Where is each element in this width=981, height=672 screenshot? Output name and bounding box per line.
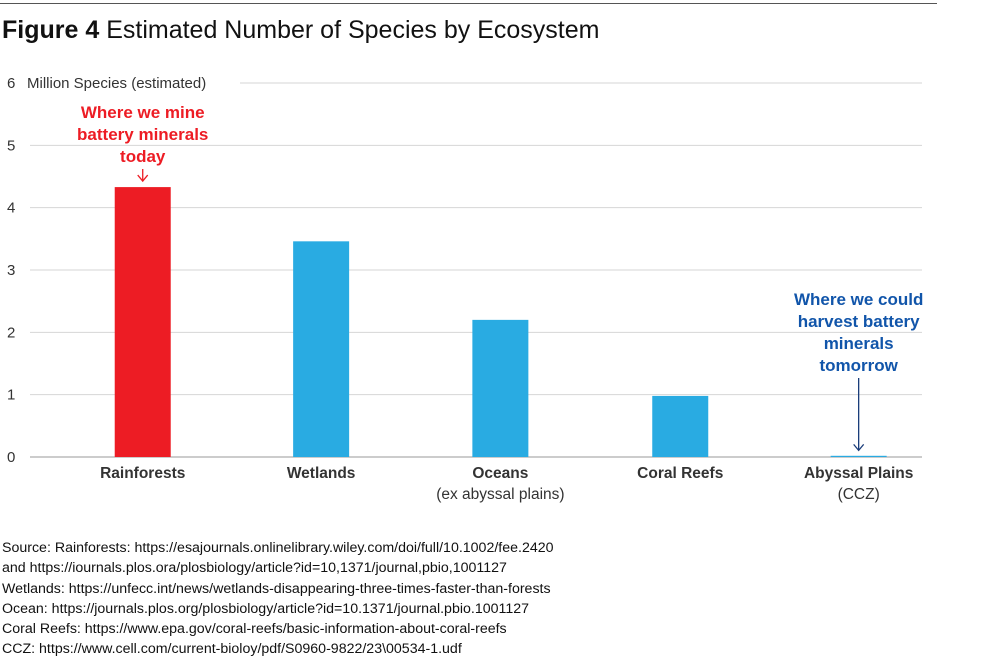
y-tick-label: 6 (7, 75, 15, 92)
x-tick-label: Rainforests (100, 465, 185, 482)
x-tick-label: Coral Reefs (637, 465, 723, 482)
annotation-text: harvest battery (798, 312, 920, 331)
y-tick-label: 3 (7, 262, 15, 279)
figure-label: Figure 4 (2, 16, 100, 44)
source-line: Wetlands: https://unfecc.int/news/wetlan… (2, 580, 551, 597)
y-tick-label: 4 (7, 200, 15, 217)
annotation-text: today (120, 147, 166, 166)
annotation-text: minerals (824, 334, 894, 353)
figure-title-text: Estimated Number of Species by Ecosystem (106, 16, 600, 44)
source-line: CCZ: https://www.cell.com/current-bioloy… (2, 641, 462, 658)
x-tick-label: (ex abyssal plains) (436, 486, 564, 503)
annotation-text: Where we could (794, 290, 923, 309)
annotation-text: tomorrow (819, 356, 898, 375)
x-tick-label: Oceans (472, 465, 528, 482)
bar (114, 187, 171, 457)
y-tick-label: 1 (7, 387, 15, 404)
x-tick-label: (CCZ) (838, 486, 880, 503)
annotation-text: Where we mine (81, 103, 205, 122)
source-line: and https://iournals.plos.ora/plosbiolog… (2, 560, 507, 577)
source-notes: Source: Rainforests: https://esajournals… (2, 538, 554, 660)
annotation-text: battery minerals (77, 125, 208, 144)
species-bar-chart: 0 1 2 3 4 5 6 Million Species (estimated) Rainfo… (7, 75, 923, 503)
source-line: Ocean: https://journals.plos.org/plosbio… (2, 600, 530, 617)
source-line: Source: Rainforests: https://esajournals… (2, 540, 554, 556)
annotation-arrow-head (853, 443, 865, 452)
y-axis-label: Million Species (estimated) (27, 75, 206, 92)
y-tick-label: 5 (7, 137, 15, 154)
bar (830, 455, 887, 457)
bar (472, 319, 529, 457)
source-line: Coral Reefs: https://www.epa.gov/coral-r… (2, 621, 507, 638)
y-tick-label: 0 (7, 449, 15, 466)
y-tick-label: 2 (7, 324, 15, 341)
annotation-arrow-head (137, 174, 149, 183)
bar (293, 241, 350, 457)
top-rule (0, 3, 937, 4)
x-tick-label: Wetlands (287, 465, 356, 482)
figure-title: Figure 4 Estimated Number of Species by … (2, 16, 599, 45)
x-tick-label: Abyssal Plains (804, 465, 913, 482)
bar (652, 395, 709, 457)
